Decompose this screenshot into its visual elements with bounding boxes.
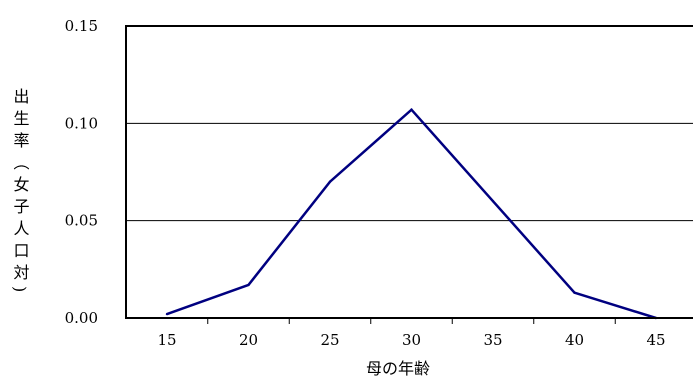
series-group — [165, 107, 658, 320]
y-tick-label: 0.10 — [65, 114, 98, 132]
gridlines — [126, 122, 693, 222]
x-tick-label: 45 — [646, 331, 665, 349]
x-axis-title: 母の年齢 — [366, 359, 430, 378]
data-point — [328, 180, 332, 183]
y-tick-label: 0.15 — [65, 17, 98, 35]
x-tick-label: 30 — [402, 331, 421, 349]
y-axis-title: 出生率（女子人口対) — [11, 88, 30, 298]
x-tick-label: 40 — [565, 331, 584, 349]
x-tick-label: 15 — [157, 331, 176, 349]
series-line — [166, 107, 657, 320]
x-tick-label: 25 — [320, 331, 339, 349]
y-tick-labels: 0.00 0.05 0.10 0.15 — [65, 17, 98, 327]
data-point — [165, 312, 169, 316]
data-point — [410, 108, 413, 111]
y-tick-label: 0.05 — [65, 212, 98, 230]
data-point — [247, 283, 250, 287]
plot-area-frame — [125, 25, 693, 319]
x-tick-labels: 15 20 25 30 35 40 45 — [157, 331, 665, 349]
x-tick-label: 20 — [239, 331, 258, 349]
x-tick-label: 35 — [483, 331, 502, 349]
data-point — [573, 291, 576, 294]
y-tick-label: 0.00 — [65, 309, 98, 327]
data-point — [491, 200, 495, 203]
